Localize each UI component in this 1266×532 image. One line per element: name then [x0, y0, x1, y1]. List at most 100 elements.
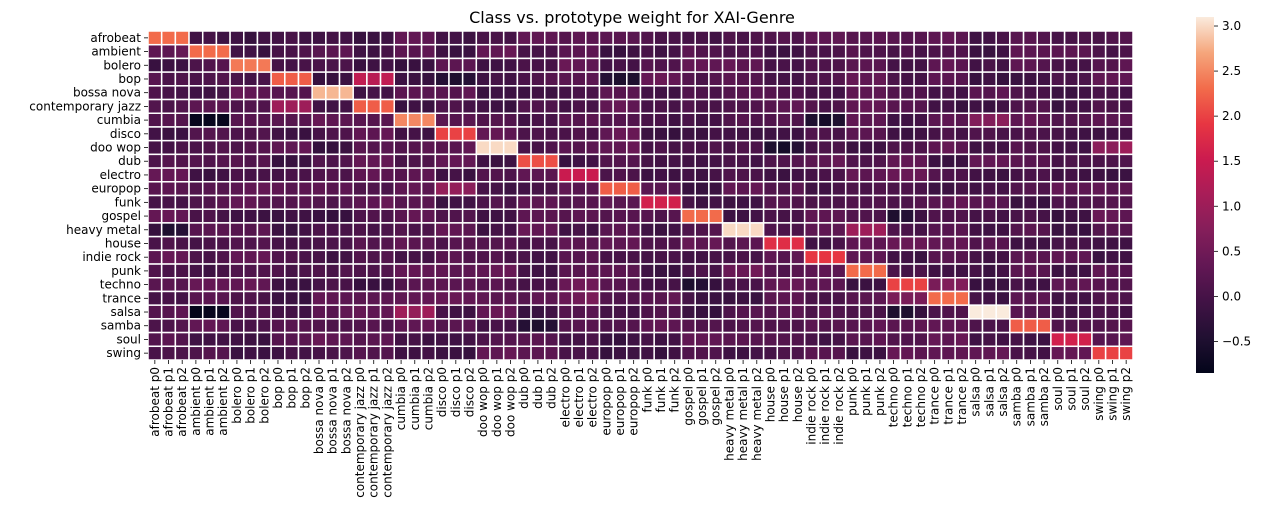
y-tick-label: doo wop [90, 141, 141, 155]
heatmap-cell [803, 290, 820, 306]
heatmap-cell [899, 331, 915, 348]
heatmap-cell [1050, 208, 1066, 224]
heatmap-cell [543, 194, 560, 210]
heatmap-cell [270, 345, 286, 361]
heatmap-cell [694, 98, 710, 115]
heatmap-cell [1009, 249, 1025, 265]
heatmap-cell [844, 235, 861, 252]
heatmap-cell [160, 98, 177, 115]
heatmap-cell [872, 71, 888, 87]
heatmap-cell [899, 208, 915, 224]
heatmap-cell [448, 345, 464, 361]
heatmap-cell [735, 112, 751, 128]
heatmap-cell [735, 57, 751, 73]
heatmap-cell [160, 167, 177, 183]
heatmap-cell [790, 139, 806, 156]
heatmap-cell [721, 98, 738, 115]
y-tick-label: dub [118, 154, 141, 168]
heatmap-cell [858, 126, 874, 142]
heatmap-cell [872, 167, 888, 183]
heatmap-cell [1118, 194, 1134, 210]
heatmap-cell [530, 98, 546, 115]
y-tick-label: swing [106, 346, 141, 360]
heatmap-cell [325, 208, 341, 224]
heatmap-cell [256, 167, 272, 183]
heatmap-cell [694, 235, 710, 252]
heatmap-cell [927, 235, 943, 252]
heatmap-cell [803, 153, 820, 169]
heatmap-cell [735, 235, 751, 252]
heatmap-cell [954, 30, 970, 46]
heatmap-cell [229, 235, 245, 252]
heatmap-cell [776, 222, 792, 238]
heatmap-cell [420, 85, 437, 101]
heatmap-cell [543, 71, 560, 87]
heatmap-cell [174, 345, 190, 361]
heatmap-cell [735, 345, 751, 361]
heatmap-cell [311, 98, 327, 115]
heatmap-cell [147, 167, 163, 183]
heatmap-cell [557, 98, 573, 115]
heatmap-cell [1091, 71, 1107, 87]
heatmap-cell [831, 30, 847, 46]
heatmap-cell [420, 290, 437, 306]
heatmap-cell [366, 153, 382, 169]
heatmap-cell [502, 30, 519, 46]
heatmap-cell [694, 85, 710, 101]
heatmap-cell [516, 98, 532, 115]
heatmap-cell [407, 85, 423, 101]
heatmap-cell [981, 277, 997, 293]
heatmap-cell [981, 112, 997, 128]
heatmap-cell [872, 181, 888, 197]
heatmap-cell [667, 112, 683, 128]
heatmap-cell [420, 249, 437, 265]
heatmap-cell [1036, 277, 1052, 293]
heatmap-cell [461, 57, 478, 73]
heatmap-cell [1009, 43, 1025, 60]
heatmap-cell [981, 57, 997, 73]
heatmap-cell [571, 194, 587, 210]
heatmap-cell [598, 263, 614, 279]
heatmap-cell [858, 112, 874, 128]
heatmap-cell [352, 57, 368, 73]
heatmap-cell [940, 222, 956, 238]
heatmap-cell [325, 30, 341, 46]
heatmap-cell [1063, 331, 1080, 348]
x-tick-label: indie rock p2 [832, 367, 846, 445]
heatmap-cell [1009, 30, 1025, 46]
heatmap-cell [872, 194, 888, 210]
heatmap-cell [899, 139, 915, 156]
heatmap-cell [1077, 331, 1093, 348]
heatmap-cell [1050, 126, 1066, 142]
heatmap-cell [188, 222, 204, 238]
heatmap-cell [1063, 43, 1080, 60]
heatmap-cell [311, 290, 327, 306]
heatmap-cell [215, 263, 231, 279]
heatmap-cell [968, 304, 984, 320]
heatmap-cell [708, 43, 724, 60]
heatmap-cell [968, 208, 984, 224]
x-tick-label: bop p0 [271, 367, 285, 409]
heatmap-cell [147, 194, 163, 210]
heatmap-cell [886, 30, 902, 46]
heatmap-cell [393, 181, 409, 197]
heatmap-cell [694, 194, 710, 210]
heatmap-cell [858, 167, 874, 183]
heatmap-cell [366, 30, 382, 46]
heatmap-cell [1063, 318, 1080, 334]
heatmap-cell [995, 139, 1011, 156]
heatmap-cell [981, 331, 997, 348]
heatmap-cell [612, 208, 628, 224]
heatmap-cell [995, 98, 1011, 115]
heatmap-cell [749, 153, 765, 169]
heatmap-cell [585, 249, 601, 265]
heatmap-cell [516, 139, 532, 156]
heatmap-cell [571, 277, 587, 293]
heatmap-cell [981, 153, 997, 169]
heatmap-cell [188, 235, 204, 252]
heatmap-cell [530, 181, 546, 197]
heatmap-cell [721, 345, 738, 361]
heatmap-cell [1104, 153, 1121, 169]
heatmap-cell [393, 208, 409, 224]
heatmap-cell [626, 153, 642, 169]
